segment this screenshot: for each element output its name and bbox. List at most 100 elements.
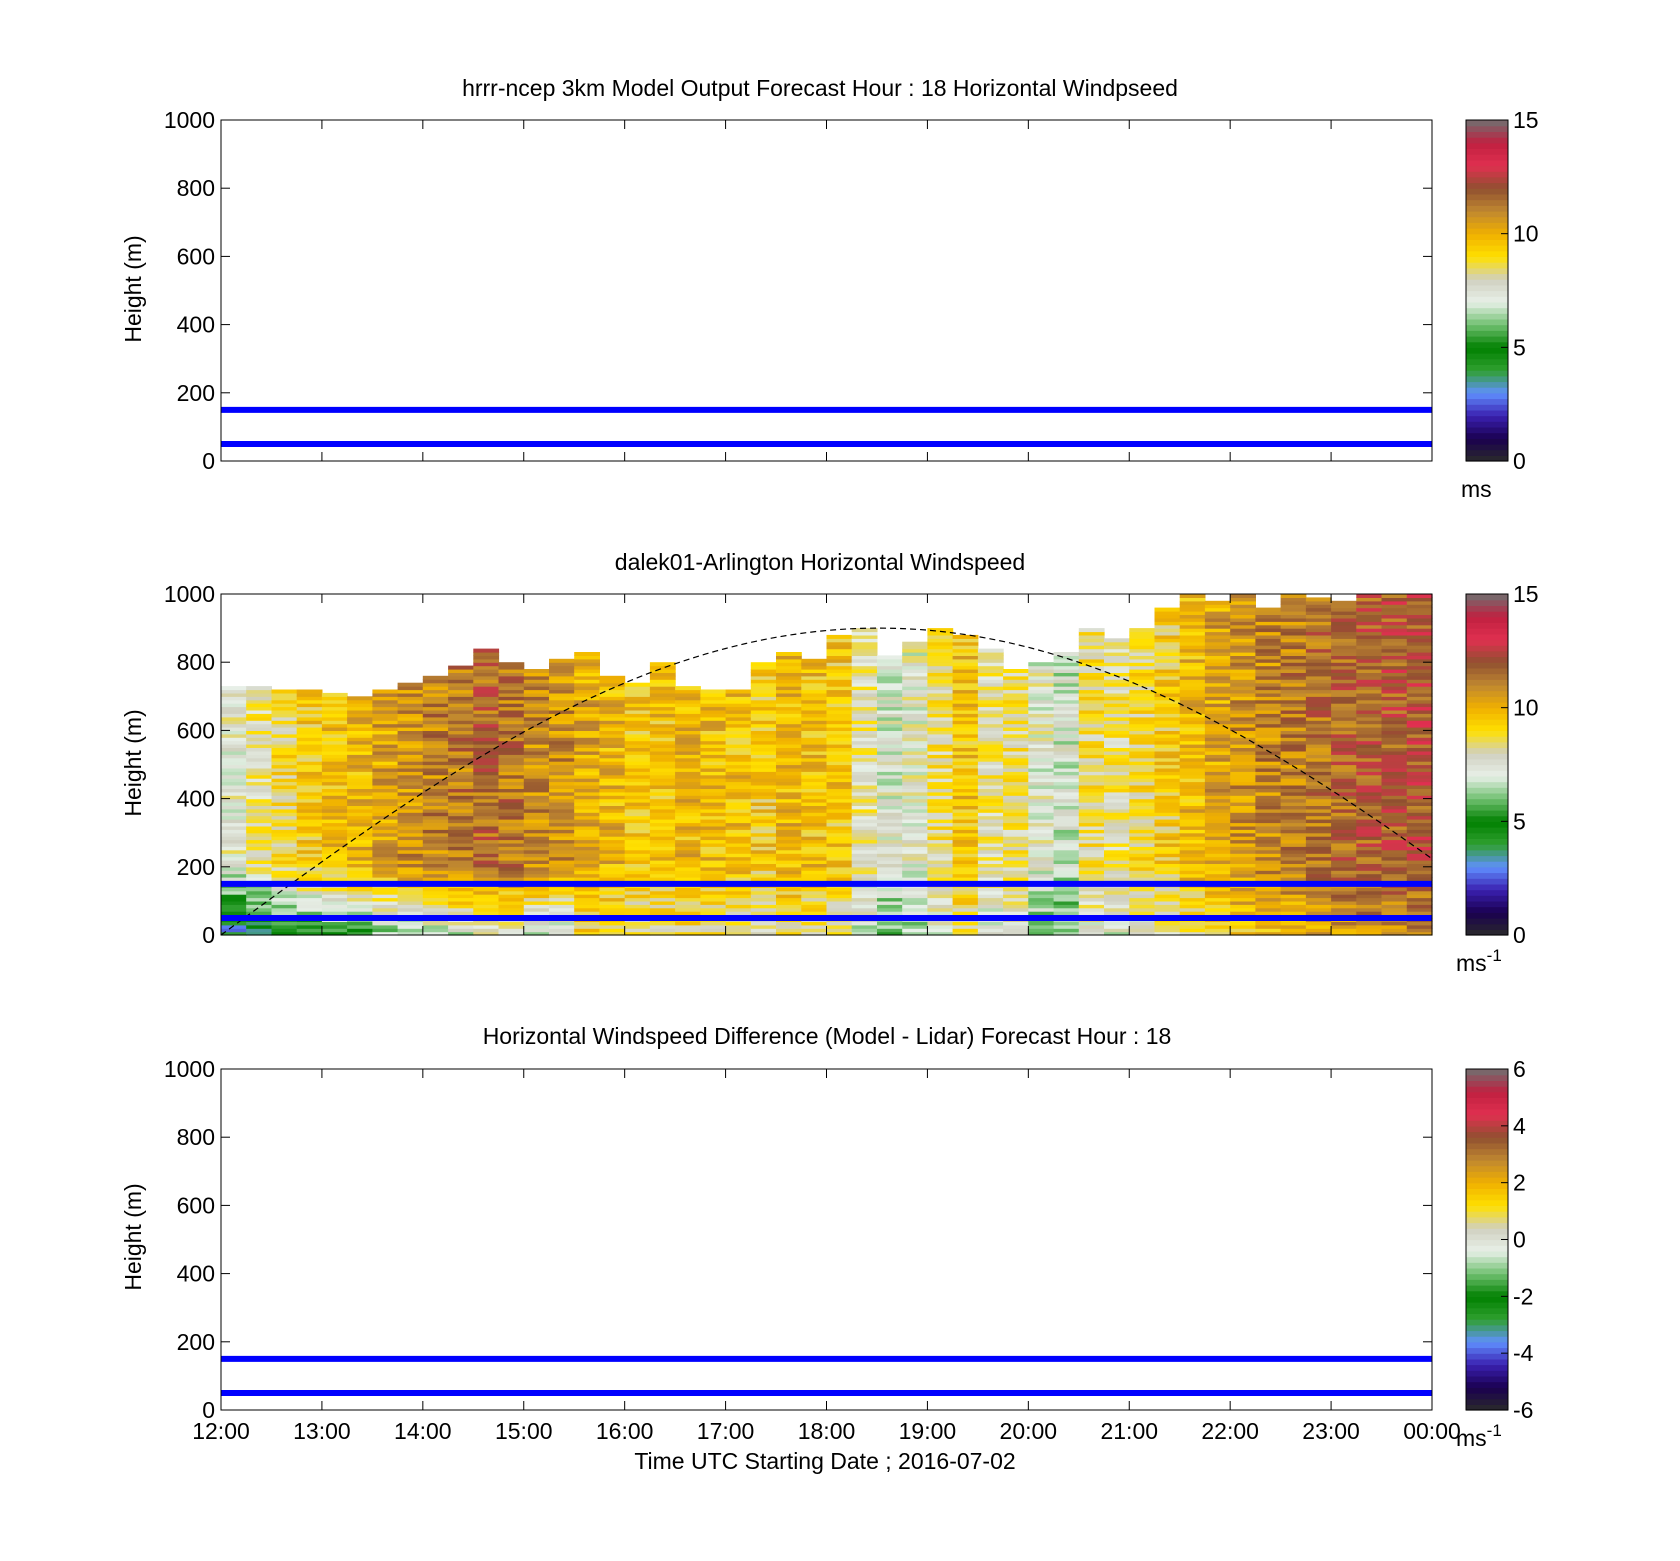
heatmap-cell	[574, 692, 600, 697]
colorbar-segment	[1466, 182, 1508, 189]
heatmap-cell	[1154, 808, 1181, 813]
heatmap-cell	[422, 703, 449, 708]
heatmap-cell	[902, 842, 928, 847]
heatmap-cell	[801, 928, 828, 933]
heatmap-cell	[347, 853, 373, 858]
heatmap-cell	[599, 747, 626, 752]
heatmap-cell	[321, 900, 348, 905]
heatmap-cell	[877, 675, 903, 680]
heatmap-cell	[675, 894, 701, 899]
heatmap-cell	[498, 750, 525, 755]
heatmap-cell	[574, 665, 600, 670]
heatmap-cell	[1104, 785, 1130, 789]
heatmap-cell	[851, 740, 878, 745]
heatmap-cell	[1280, 866, 1307, 871]
colorbar-frame	[1465, 593, 1509, 936]
heatmap-cell	[1356, 757, 1383, 762]
heatmap-cell	[1305, 866, 1332, 871]
heatmap-cell	[246, 778, 272, 783]
heatmap-cell	[675, 849, 701, 854]
heatmap-cell	[1406, 907, 1433, 912]
heatmap-cell	[1053, 897, 1080, 902]
heatmap-cell	[1381, 802, 1408, 806]
heatmap-cell	[321, 791, 348, 796]
heatmap-cell	[574, 924, 600, 929]
heatmap-cell	[902, 774, 928, 779]
heatmap-cell	[1255, 747, 1282, 752]
heatmap-cell	[1381, 631, 1408, 636]
heatmap-cell	[221, 774, 247, 779]
heatmap-cell	[1280, 720, 1307, 725]
heatmap-cell	[498, 754, 525, 759]
heatmap-cell	[321, 723, 348, 728]
heatmap-cell	[927, 911, 954, 916]
heatmap-cell	[1179, 921, 1206, 926]
heatmap-cell	[851, 720, 878, 725]
heatmap-cell	[422, 795, 449, 800]
heatmap-cell	[952, 836, 979, 841]
heatmap-cell	[927, 856, 954, 861]
heatmap-cell	[422, 873, 449, 878]
heatmap-cell	[902, 921, 928, 926]
heatmap-cell	[1381, 887, 1408, 892]
heatmap-cell	[246, 798, 272, 803]
heatmap-cell	[977, 713, 1004, 718]
heatmap-cell	[1280, 904, 1307, 909]
heatmap-cell	[473, 822, 500, 827]
heatmap-cell	[1154, 658, 1181, 663]
heatmap-cell	[826, 812, 853, 817]
heatmap-cell	[1255, 631, 1282, 636]
heatmap-cell	[574, 713, 600, 718]
heatmap-cell	[1255, 842, 1282, 847]
heatmap-cell	[1356, 856, 1383, 861]
heatmap-cell	[1356, 631, 1383, 636]
heatmap-cell	[372, 839, 399, 844]
heatmap-cell	[750, 873, 777, 878]
heatmap-cell	[1356, 761, 1383, 766]
heatmap-cell	[372, 795, 399, 800]
heatmap-cell	[1129, 829, 1156, 834]
colorbar-segment	[1466, 628, 1508, 635]
heatmap-cell	[675, 778, 701, 783]
heatmap-cell	[246, 713, 272, 718]
heatmap-cell	[725, 761, 752, 766]
heatmap-cell	[776, 778, 802, 783]
heatmap-cell	[246, 829, 272, 834]
heatmap-cell	[321, 730, 348, 735]
heatmap-cell	[1053, 747, 1080, 752]
heatmap-cell	[1154, 692, 1181, 697]
heatmap-cell	[1255, 802, 1282, 806]
heatmap-cell	[624, 761, 651, 766]
heatmap-cell	[776, 658, 802, 663]
heatmap-cell	[624, 720, 651, 725]
heatmap-cell	[1356, 689, 1383, 694]
heatmap-cell	[902, 778, 928, 783]
heatmap-cell	[1406, 628, 1433, 633]
heatmap-cell	[801, 771, 828, 776]
heatmap-cell	[1381, 740, 1408, 745]
heatmap-cell	[1104, 733, 1130, 738]
heatmap-cell	[750, 870, 777, 875]
heatmap-cell	[1028, 839, 1055, 844]
heatmap-cell	[1028, 798, 1055, 803]
heatmap-cell	[1179, 836, 1206, 841]
heatmap-cell	[473, 679, 500, 684]
heatmap-cell	[523, 716, 550, 721]
colorbar-segment	[1466, 250, 1508, 257]
heatmap-cell	[1003, 849, 1029, 854]
heatmap-cell	[952, 815, 979, 820]
heatmap-cell	[1331, 839, 1357, 844]
heatmap-cell	[296, 870, 323, 875]
heatmap-cell	[296, 716, 323, 721]
heatmap-cell	[1129, 757, 1156, 762]
heatmap-cell	[1154, 747, 1181, 752]
heatmap-cell	[977, 723, 1004, 728]
heatmap-cell	[296, 894, 323, 899]
heatmap-cell	[599, 921, 626, 926]
heatmap-cell	[1255, 638, 1282, 643]
heatmap-cell	[448, 774, 474, 779]
heatmap-cell	[448, 788, 474, 793]
heatmap-cell	[1003, 839, 1029, 844]
heatmap-cell	[1230, 662, 1256, 667]
heatmap-cell	[574, 716, 600, 721]
